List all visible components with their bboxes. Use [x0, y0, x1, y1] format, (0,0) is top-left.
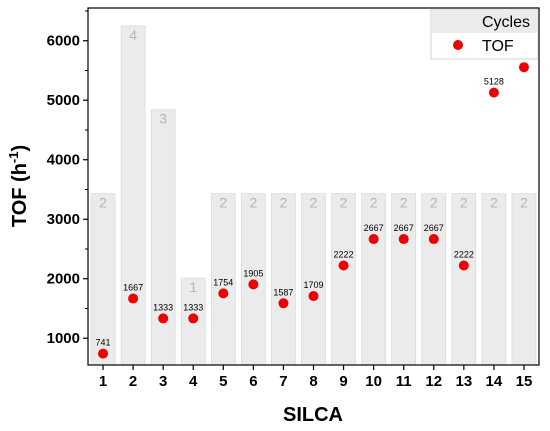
cycle-bar-label: 2 — [219, 195, 227, 211]
x-tick-label: 3 — [159, 373, 167, 390]
cycle-bar-label: 2 — [249, 195, 257, 211]
x-tick-label: 5 — [219, 373, 227, 390]
cycle-bar — [241, 193, 266, 366]
tof-data-label: 1905 — [243, 268, 263, 278]
tof-point — [128, 293, 139, 304]
x-axis-title: SILCA — [283, 404, 343, 426]
tof-data-label: 2667 — [424, 223, 444, 233]
cycle-bar-label: 2 — [490, 195, 498, 211]
cycle-bar — [271, 193, 296, 366]
x-tick-label: 4 — [189, 373, 198, 390]
tof-point — [428, 234, 439, 245]
cycle-bar-label: 2 — [430, 195, 438, 211]
tof-data-label: 741 — [96, 338, 111, 348]
cycle-bar — [391, 193, 417, 366]
cycle-bar — [211, 193, 236, 366]
tof-point — [338, 260, 349, 271]
cycle-bar-label: 2 — [340, 195, 348, 211]
tof-data-label: 2222 — [454, 250, 474, 260]
x-tick-label: 14 — [486, 373, 503, 390]
y-tick-label: 1000 — [47, 330, 80, 347]
tof-data-label: 2667 — [364, 223, 384, 233]
cycle-bar-label: 2 — [280, 195, 288, 211]
tof-point — [398, 234, 409, 245]
x-axis: 1 2 3 4 5 6 7 8 9 10 11 12 13 14 15 — [99, 365, 532, 390]
x-tick-label: 9 — [339, 373, 347, 390]
cycle-bar-label: 2 — [520, 195, 528, 211]
cycle-bar — [90, 193, 116, 366]
tof-data-label: 1333 — [183, 302, 203, 312]
tof-data-label: 1333 — [153, 302, 173, 312]
y-tick-label: 5000 — [47, 92, 80, 109]
tof-point — [248, 279, 259, 290]
cycle-bar — [481, 193, 507, 366]
cycle-bar-label: 2 — [400, 195, 408, 211]
cycle-bar-label: 3 — [159, 111, 167, 127]
tof-point — [488, 87, 499, 98]
cycle-bar-label: 1 — [189, 279, 197, 295]
y-axis-title-close: ) — [9, 145, 31, 152]
tof-data-label: 1667 — [123, 283, 143, 293]
x-tick-label: 6 — [249, 373, 257, 390]
x-tick-label: 13 — [455, 373, 472, 390]
x-tick-label: 1 — [99, 373, 107, 390]
cycle-bar-label: 4 — [129, 27, 137, 43]
y-axis: 1000 2000 3000 4000 5000 6000 — [47, 10, 88, 347]
cycle-bar — [361, 193, 386, 366]
cycle-bar — [120, 25, 146, 366]
tof-point — [368, 234, 379, 245]
y-tick-label: 3000 — [47, 211, 80, 228]
cycle-bar — [511, 193, 537, 366]
tof-data-label: 1754 — [213, 277, 233, 287]
tof-point — [188, 313, 199, 324]
legend: Cycles TOF — [430, 8, 539, 60]
x-tick-label: 11 — [396, 373, 412, 390]
cycle-bar — [421, 193, 447, 366]
cycle-bar-label: 2 — [370, 195, 378, 211]
legend-tof-label: TOF — [482, 38, 514, 55]
cycle-bar — [150, 109, 176, 366]
x-tick-label: 12 — [425, 373, 442, 390]
tof-point — [158, 313, 169, 324]
y-axis-title-main: TOF (h — [9, 163, 31, 227]
x-tick-label: 10 — [365, 373, 382, 390]
cycle-bar-label: 2 — [460, 195, 468, 211]
cycle-bar — [301, 193, 326, 366]
y-tick-label: 4000 — [47, 152, 80, 169]
x-tick-label: 15 — [516, 373, 533, 390]
tof-data-label: 1587 — [273, 287, 293, 297]
x-tick-label: 8 — [309, 373, 317, 390]
tof-point — [308, 291, 319, 302]
y-tick-label: 2000 — [47, 271, 80, 288]
tof-point — [458, 260, 469, 271]
cycle-bar-label: 2 — [99, 195, 107, 211]
legend-tof-marker — [453, 40, 463, 50]
tof-data-label: 2222 — [334, 250, 354, 260]
x-tick-label: 2 — [129, 373, 137, 390]
cycle-bar — [451, 193, 477, 366]
tof-data-label: 5128 — [484, 77, 504, 87]
cycle-bar — [331, 193, 356, 366]
y-axis-title-superscript: -1 — [6, 152, 21, 164]
tof-point — [278, 298, 289, 309]
tof-point — [518, 62, 529, 73]
tof-data-label: 2667 — [394, 223, 414, 233]
legend-cycles-swatch — [432, 10, 537, 33]
tof-point — [218, 288, 229, 299]
tof-data-label: 1709 — [303, 280, 323, 290]
y-tick-label: 6000 — [47, 33, 80, 50]
x-tick-label: 7 — [279, 373, 287, 390]
y-axis-title: TOF (h-1) — [6, 145, 31, 227]
legend-cycles-label: Cycles — [482, 14, 530, 31]
tof-point — [98, 348, 109, 359]
cycle-bar-label: 2 — [310, 195, 318, 211]
